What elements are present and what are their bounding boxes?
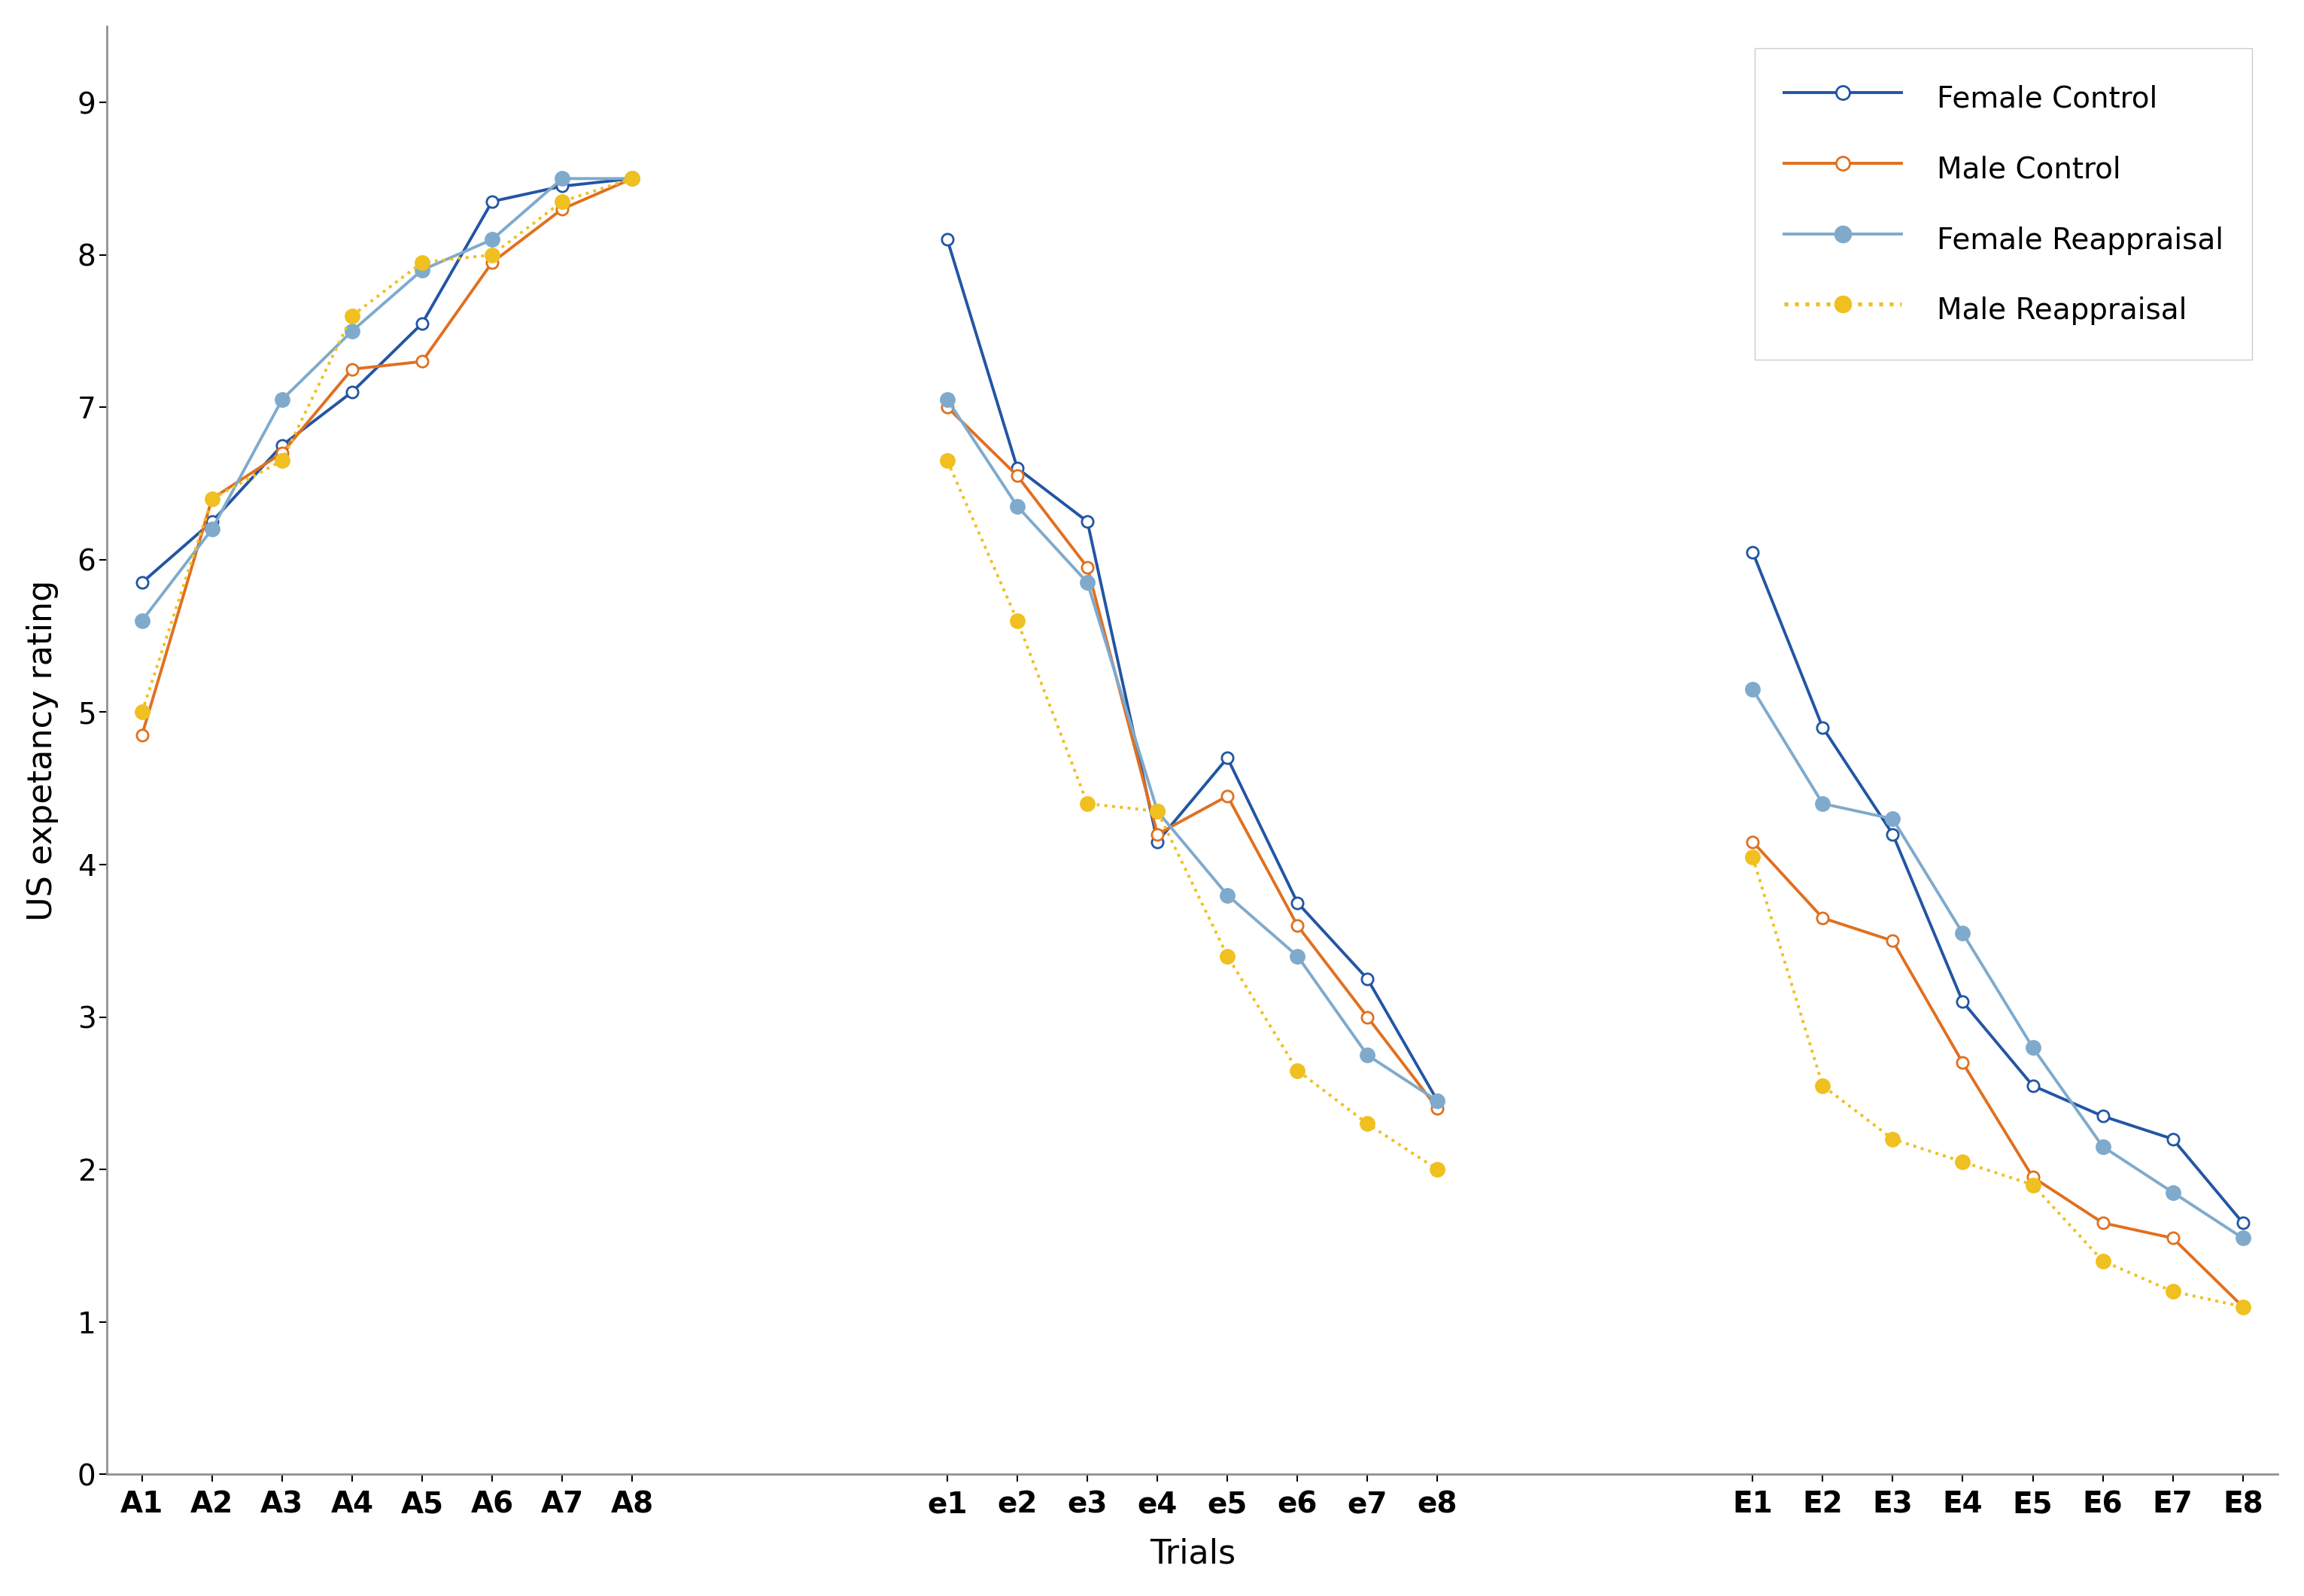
X-axis label: Trials: Trials (1150, 1537, 1235, 1570)
Y-axis label: US expetancy rating: US expetancy rating (25, 579, 58, 921)
Legend: Female Control, Male Control, Female Reappraisal, Male Reappraisal: Female Control, Male Control, Female Rea… (1756, 48, 2253, 361)
